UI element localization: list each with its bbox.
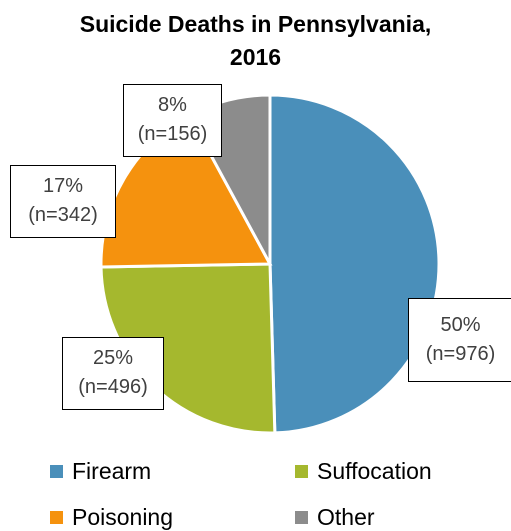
data-label-poisoning-n: (n=342) — [28, 204, 98, 226]
legend-label-suffocation: Suffocation — [317, 458, 432, 484]
legend-label-firearm: Firearm — [72, 458, 152, 484]
data-label-poisoning: 17% (n=342) — [10, 165, 116, 238]
legend-item-poisoning: Poisoning — [50, 503, 173, 531]
chart-title-line-2: 2016 — [229, 44, 282, 70]
pie-slice-firearm — [268, 93, 441, 435]
data-label-firearm-pct: 50% — [440, 314, 481, 336]
data-label-other-pct: 8% — [158, 94, 187, 116]
data-label-suffocation: 25% (n=496) — [62, 337, 164, 410]
legend-label-other: Other — [317, 504, 375, 530]
legend-swatch-other — [295, 510, 308, 524]
legend-item-suffocation: Suffocation — [295, 457, 432, 485]
data-label-suffocation-n: (n=496) — [78, 376, 148, 398]
data-label-other-n: (n=156) — [137, 123, 208, 145]
legend-swatch-poisoning — [50, 510, 63, 524]
legend-label-poisoning: Poisoning — [72, 504, 174, 530]
data-label-firearm-n: (n=976) — [425, 343, 496, 365]
data-label-other: 8% (n=156) — [123, 84, 222, 157]
data-label-poisoning-pct: 17% — [42, 175, 84, 197]
legend-swatch-suffocation — [295, 464, 308, 478]
chart-title: Suicide Deaths in Pennsylvania, 2016 — [0, 8, 511, 74]
data-label-firearm: 50% (n=976) — [408, 298, 511, 382]
legend-item-firearm: Firearm — [50, 457, 151, 485]
legend-swatch-firearm — [50, 464, 63, 478]
data-label-suffocation-pct: 25% — [92, 347, 134, 369]
legend-item-other: Other — [295, 503, 375, 531]
chart-title-line-1: Suicide Deaths in Pennsylvania, — [79, 11, 432, 37]
